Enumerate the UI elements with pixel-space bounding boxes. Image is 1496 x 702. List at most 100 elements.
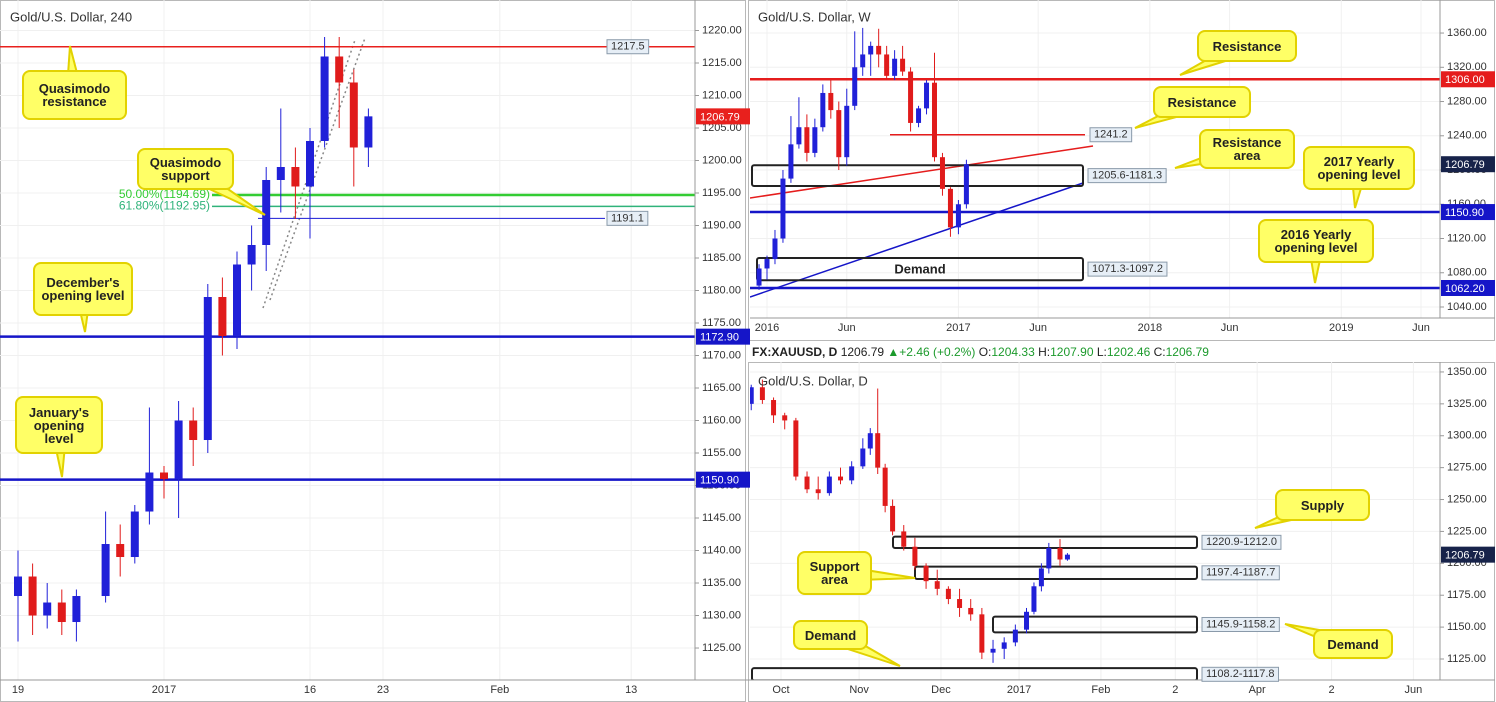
level-tag <box>696 328 750 345</box>
candle-body <box>812 127 818 153</box>
zone-label: 1220.9-1212.0 <box>1206 536 1277 548</box>
y-tick-label: 1160.00 <box>702 414 741 426</box>
candle-body <box>780 178 786 239</box>
candle-body <box>1031 586 1037 612</box>
x-tick-label: 16 <box>304 684 316 696</box>
candle-body <box>1024 611 1030 630</box>
x-tick-label: 2 <box>1172 684 1178 696</box>
candle-body <box>968 607 974 615</box>
candle-body <box>828 92 834 111</box>
level-label: 1191.1 <box>611 212 644 224</box>
change: ▲+2.46 (+0.2%) <box>887 345 976 359</box>
x-tick-label: Apr <box>1249 684 1266 696</box>
zone-label-box <box>1087 168 1167 184</box>
candle-body <box>772 238 778 260</box>
candle-body <box>820 92 826 128</box>
y-tick-label: 1180.00 <box>702 284 741 296</box>
x-tick-label: Feb <box>1091 684 1110 696</box>
candle-body <box>979 614 985 653</box>
price: 1206.79 <box>840 345 885 359</box>
candle-body <box>335 56 344 83</box>
y-tick-label: 1165.00 <box>702 382 741 394</box>
candle-body <box>262 179 271 245</box>
zone <box>992 615 1198 634</box>
callout: Demand <box>793 620 868 650</box>
candle-body <box>28 576 37 616</box>
last-price-label: 1206.79 <box>700 111 740 123</box>
x-tick-label: Jun <box>1221 322 1239 334</box>
ohlc-label: O: <box>978 345 992 359</box>
candle-body <box>793 420 799 477</box>
level-tag-label: 1150.90 <box>1445 207 1484 219</box>
callout: December's opening level <box>33 262 133 316</box>
candle-body <box>900 58 906 72</box>
candle-body <box>836 110 842 158</box>
last-price-tag <box>1441 546 1495 563</box>
candle-body <box>901 531 907 547</box>
candle-body <box>1064 554 1070 560</box>
level-label: 50.00%(1194.69) <box>119 187 210 201</box>
zone-label-box <box>1201 565 1280 581</box>
callout: January's opening level <box>15 396 103 454</box>
ohlc-label: L: <box>1096 345 1107 359</box>
y-tick-label: 1320.00 <box>1447 61 1487 73</box>
x-tick-label: Oct <box>772 684 789 696</box>
level-label: 1217.5 <box>611 41 645 53</box>
candle-body <box>116 544 125 558</box>
ohlc-value: 1207.90 <box>1050 345 1094 359</box>
candle-body <box>875 433 881 468</box>
callout: Resistance <box>1197 30 1297 62</box>
callout: Quasimodo support <box>137 148 234 190</box>
x-tick-label: 2019 <box>1329 322 1353 334</box>
last-price-label: 1206.79 <box>1445 550 1485 562</box>
x-tick-label: 2017 <box>152 684 176 696</box>
y-tick-label: 1300.00 <box>1447 430 1487 442</box>
candle-body <box>963 164 969 205</box>
x-tick-label: 2018 <box>1138 322 1162 334</box>
zone-label: 1145.9-1158.2 <box>1206 618 1275 630</box>
candle-body <box>924 82 930 109</box>
x-tick-label: Nov <box>849 684 869 696</box>
candle-body <box>945 588 951 600</box>
candle-body <box>1001 642 1007 649</box>
candle-body <box>750 387 754 404</box>
last-price-label: 1206.79 <box>1445 159 1485 171</box>
y-tick-label: 1150.00 <box>1447 621 1486 633</box>
y-tick-label: 1200.00 <box>702 154 742 166</box>
candle-body <box>849 466 855 481</box>
candle-body <box>882 467 888 506</box>
y-tick-label: 1240.00 <box>1447 130 1487 142</box>
ohlc-value: 1202.46 <box>1106 345 1151 359</box>
candle-body <box>130 511 139 558</box>
zone-label: 1205.6-1181.3 <box>1092 170 1162 182</box>
y-tick-label: 1125.00 <box>702 642 741 654</box>
candle-body <box>804 127 810 153</box>
y-tick-label: 1205.00 <box>702 122 742 134</box>
candle-body <box>796 127 802 145</box>
candle-body <box>174 420 183 480</box>
candle-body <box>867 433 873 449</box>
callout: Support area <box>797 551 872 595</box>
candle-body <box>1057 548 1063 560</box>
candle-body <box>908 71 914 123</box>
x-tick-label: 2017 <box>1007 684 1031 696</box>
y-tick-label: 1250.00 <box>1447 493 1487 505</box>
y-tick-label: 1275.00 <box>1447 462 1487 474</box>
x-tick-label: Feb <box>490 684 509 696</box>
y-tick-label: 1325.00 <box>1447 398 1487 410</box>
x-tick-label: Jun <box>1412 322 1430 334</box>
candle-body <box>916 108 922 123</box>
candle-body <box>923 565 929 582</box>
x-tick-label: 2 <box>1328 684 1334 696</box>
y-tick-label: 1185.00 <box>702 252 741 264</box>
candle-body <box>892 58 898 76</box>
candle-body <box>247 244 256 265</box>
candle-body <box>189 420 198 441</box>
level-tag-label: 1172.90 <box>700 332 739 344</box>
level-tag-label: 1062.20 <box>1445 283 1485 295</box>
zone-label: 1108.2-1117.8 <box>1206 668 1275 680</box>
candle-body <box>276 166 285 180</box>
y-tick-label: 1140.00 <box>702 544 741 556</box>
chart-title: Gold/U.S. Dollar, W <box>758 9 871 24</box>
y-tick-label: 1360.00 <box>1447 27 1487 39</box>
